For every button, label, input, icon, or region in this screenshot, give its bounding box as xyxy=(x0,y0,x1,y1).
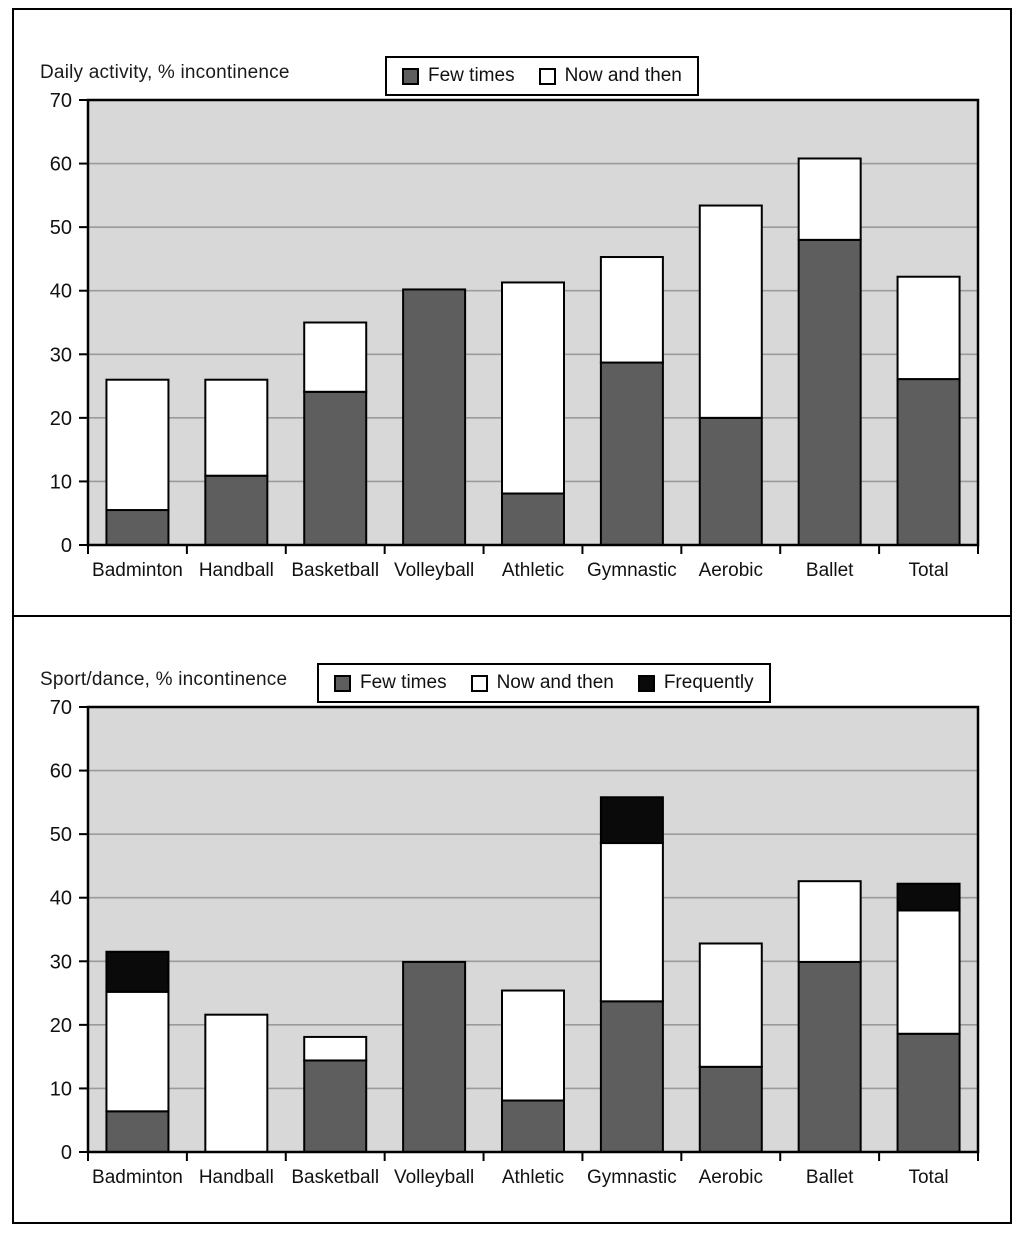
y-tick-label-70: 70 xyxy=(50,697,72,719)
y-tick-label-70: 70 xyxy=(50,90,72,112)
legend-item-few-times: Few times xyxy=(402,65,515,87)
bar-segment-now-and-then-basketball xyxy=(303,1035,368,1062)
bar-segment-now-and-then-ballet xyxy=(797,880,862,963)
y-tick-label-60: 60 xyxy=(50,761,72,783)
x-label-handball: Handball xyxy=(199,560,274,581)
chart-title: Daily activity, % incontinence xyxy=(40,62,290,83)
legend-item-few-times: Few times xyxy=(334,672,447,694)
bar-segment-now-and-then-total xyxy=(896,909,961,1035)
bar-segment-few-times-badminton xyxy=(105,509,170,546)
x-label-athletic: Athletic xyxy=(502,1167,564,1188)
bar-segment-now-and-then-aerobic xyxy=(698,204,763,419)
bar-segment-few-times-aerobic xyxy=(698,1065,763,1154)
y-tick-label-0: 0 xyxy=(61,1142,72,1164)
bar-segment-few-times-volleyball xyxy=(402,288,467,547)
bar-segment-now-and-then-handball xyxy=(204,1013,269,1153)
bar-segment-now-and-then-athletic xyxy=(501,989,565,1102)
plot-frame xyxy=(86,98,980,547)
y-tick-label-60: 60 xyxy=(50,154,72,176)
bar-segment-few-times-basketball xyxy=(303,1059,368,1154)
x-label-gymnastic: Gymnastic xyxy=(587,560,677,581)
legend-swatch-now-and-then-icon xyxy=(470,674,488,692)
daily-activity-chart: 0 10 20 30 40 50 60 70 Badminton Handball Basketba… xyxy=(50,90,980,581)
bar-segment-now-and-then-badminton xyxy=(105,990,170,1113)
bar-segment-few-times-ballet xyxy=(797,960,862,1153)
bar-segment-now-and-then-ballet xyxy=(797,157,862,241)
bar-segment-few-times-handball xyxy=(204,474,269,547)
plot-frame xyxy=(86,705,980,1154)
x-label-volleyball: Volleyball xyxy=(394,560,474,581)
bar-segment-now-and-then-aerobic xyxy=(698,942,763,1068)
y-tick-label-30: 30 xyxy=(50,344,72,366)
bar-segment-now-and-then-gymnastic xyxy=(599,256,664,364)
bar-segment-now-and-then-badminton xyxy=(105,378,170,512)
bar-segment-frequently-badminton xyxy=(105,950,170,993)
x-label-badminton: Badminton xyxy=(92,560,183,581)
x-label-ballet: Ballet xyxy=(806,560,854,581)
bar-segment-few-times-total xyxy=(896,1032,961,1153)
bar-segment-now-and-then-athletic xyxy=(501,281,565,495)
bar-segment-few-times-athletic xyxy=(501,1099,565,1153)
y-tick-label-50: 50 xyxy=(50,217,72,239)
x-label-handball: Handball xyxy=(199,1167,274,1188)
y-tick-label-30: 30 xyxy=(50,951,72,973)
legend-swatch-now-and-then-icon xyxy=(538,67,556,85)
legend-label: Few times xyxy=(360,672,447,693)
legend-item-frequently: Frequently xyxy=(637,672,754,694)
bar-segment-now-and-then-handball xyxy=(204,378,269,477)
y-tick-label-20: 20 xyxy=(50,408,72,430)
bar-segment-few-times-ballet xyxy=(797,238,862,546)
bar-segment-now-and-then-basketball xyxy=(303,321,368,393)
x-label-gymnastic: Gymnastic xyxy=(587,1167,677,1188)
bar-segment-few-times-aerobic xyxy=(698,416,763,547)
x-label-badminton: Badminton xyxy=(92,1167,183,1188)
x-label-aerobic: Aerobic xyxy=(699,1167,763,1188)
legend: Few times Now and then Frequently xyxy=(317,663,771,703)
sport-dance-chart-panel: 0 10 20 30 40 50 60 70 Badminton Handball Basketba… xyxy=(12,615,1012,1224)
x-label-basketball: Basketball xyxy=(291,560,379,581)
y-tick-label-20: 20 xyxy=(50,1015,72,1037)
x-label-total: Total xyxy=(908,1167,948,1188)
y-tick-label-50: 50 xyxy=(50,824,72,846)
sport-dance-chart: 0 10 20 30 40 50 60 70 Badminton Handball Basketba… xyxy=(50,697,980,1188)
y-tick-label-0: 0 xyxy=(61,535,72,557)
x-label-volleyball: Volleyball xyxy=(394,1167,474,1188)
bar-segment-few-times-gymnastic xyxy=(599,361,664,546)
legend-item-now-and-then: Now and then xyxy=(470,672,614,694)
legend-swatch-few-times-icon xyxy=(334,674,351,692)
legend-label: Now and then xyxy=(496,672,614,693)
bar-segment-few-times-gymnastic xyxy=(599,1000,664,1154)
x-label-aerobic: Aerobic xyxy=(699,560,763,581)
bar-segment-few-times-athletic xyxy=(501,492,565,546)
bar-segment-few-times-total xyxy=(896,378,961,547)
x-label-athletic: Athletic xyxy=(502,560,564,581)
y-tick-label-40: 40 xyxy=(50,281,72,303)
bar-segment-now-and-then-total xyxy=(896,275,961,381)
bar-segment-frequently-gymnastic xyxy=(599,796,664,845)
y-tick-label-40: 40 xyxy=(50,888,72,910)
legend: Few times Now and then xyxy=(385,56,699,96)
y-tick-label-10: 10 xyxy=(50,471,72,493)
chart-title: Sport/dance, % incontinence xyxy=(40,669,288,690)
legend-item-now-and-then: Now and then xyxy=(538,65,682,87)
daily-activity-chart-panel: 0 10 20 30 40 50 60 70 Badminton Handball Basketba… xyxy=(12,8,1012,617)
x-label-basketball: Basketball xyxy=(291,1167,379,1188)
bar-segment-few-times-basketball xyxy=(303,390,368,546)
legend-label: Now and then xyxy=(564,65,682,86)
y-tick-label-10: 10 xyxy=(50,1078,72,1100)
bar-segment-few-times-volleyball xyxy=(402,960,467,1153)
x-label-ballet: Ballet xyxy=(806,1167,854,1188)
bar-segment-frequently-total xyxy=(896,882,961,912)
bar-segment-few-times-badminton xyxy=(105,1110,170,1154)
x-label-total: Total xyxy=(908,560,948,581)
legend-label: Few times xyxy=(428,65,515,86)
legend-swatch-frequently-icon xyxy=(637,674,655,692)
legend-swatch-few-times-icon xyxy=(402,67,419,85)
legend-label: Frequently xyxy=(663,672,754,693)
bar-segment-now-and-then-gymnastic xyxy=(599,842,664,1003)
